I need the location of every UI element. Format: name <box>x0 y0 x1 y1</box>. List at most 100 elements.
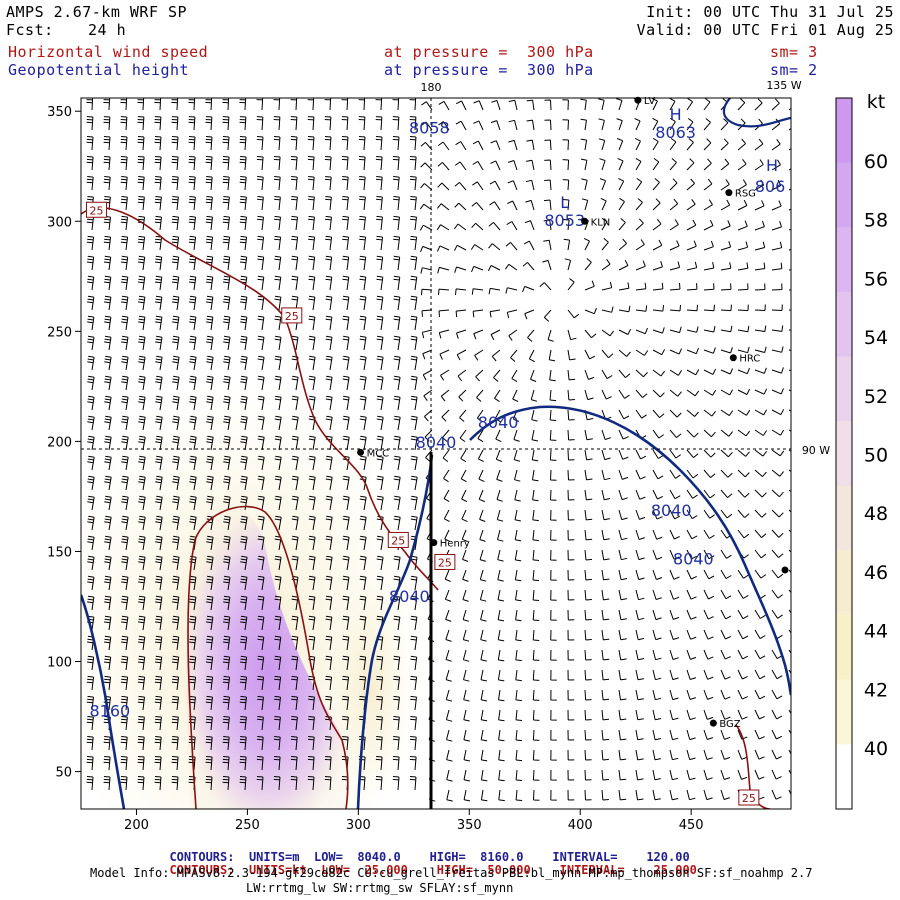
colorbar-segment <box>836 98 852 164</box>
wind-barb <box>584 529 593 541</box>
wind-barb <box>342 255 350 271</box>
wind-barb <box>172 535 180 551</box>
wind-barb <box>618 489 628 501</box>
wind-barb <box>686 219 697 231</box>
wind-barb <box>634 118 641 131</box>
wind-barb <box>103 695 111 711</box>
wind-barb <box>463 769 470 782</box>
wind-barb <box>737 241 749 251</box>
wind-barb <box>222 655 231 671</box>
wind-barb <box>669 789 679 801</box>
wind-barb <box>188 215 196 231</box>
wind-barb <box>703 98 711 111</box>
wind-barb <box>120 176 128 191</box>
wind-barb <box>532 609 540 621</box>
wind-barb <box>771 509 784 518</box>
wind-barb <box>86 255 95 271</box>
wind-barb <box>240 615 248 631</box>
wind-barb <box>274 335 282 351</box>
wind-barb <box>324 176 332 191</box>
wind-barb <box>508 139 518 151</box>
footer-contours-line1: CONTOURS: UNITS=m LOW= 8040.0 HIGH= 8160… <box>155 838 689 864</box>
wind-barb <box>652 769 661 781</box>
wind-barb <box>598 118 605 131</box>
wind-barb <box>513 429 520 442</box>
wind-barb <box>410 615 418 631</box>
wind-barb <box>754 159 764 171</box>
wind-barb <box>410 635 418 651</box>
wind-barb <box>720 489 733 498</box>
wind-barb <box>771 669 783 680</box>
wind-barb <box>514 549 522 562</box>
wind-barb <box>240 535 248 551</box>
wind-barb <box>155 275 163 291</box>
wind-barb <box>325 315 333 331</box>
wind-barb <box>325 355 333 371</box>
wind-barb <box>155 515 163 531</box>
wind-barb <box>421 288 433 296</box>
wind-barb <box>358 98 366 111</box>
footer-l2-high: HIGH= 50.000 <box>436 863 531 877</box>
wind-barb <box>104 355 112 371</box>
wind-barb <box>393 675 401 691</box>
wind-barb <box>550 709 557 721</box>
wind-barb <box>788 549 791 553</box>
wind-barb <box>788 148 791 151</box>
wind-barb <box>754 469 767 477</box>
wind-barb <box>87 335 95 351</box>
wind-barb <box>393 555 401 571</box>
wind-barb <box>291 415 299 431</box>
wind-barb <box>598 98 605 111</box>
wind-barb <box>480 769 488 782</box>
wind-barb <box>601 729 610 741</box>
wind-barb <box>188 716 196 731</box>
wind-barb <box>172 455 180 471</box>
wind-barb <box>342 335 350 351</box>
wind-barb <box>188 196 196 211</box>
wind-barb <box>669 178 678 191</box>
wind-barb <box>205 716 213 731</box>
wind-barb <box>771 325 784 332</box>
wind-barb <box>274 215 281 231</box>
wind-barb <box>473 100 484 111</box>
wind-barb <box>635 689 644 701</box>
wind-barb <box>475 369 484 382</box>
wind-barb <box>771 221 782 231</box>
station-label: RSG <box>735 189 756 200</box>
wind-barb <box>511 369 518 383</box>
wind-barb <box>273 736 281 751</box>
wind-barb <box>171 136 179 151</box>
valid-time: Valid: 00 UTC Fri 01 Aug 25 <box>636 21 894 39</box>
colorbar-segment <box>836 550 852 616</box>
wind-barb <box>87 435 95 451</box>
wind-barb <box>618 789 627 801</box>
wind-barb <box>222 136 230 151</box>
wind-barb <box>223 435 231 451</box>
wind-barb <box>308 455 316 471</box>
speed-contour-label: 25 <box>90 204 104 217</box>
wind-barb <box>532 509 539 522</box>
wind-barb <box>754 283 766 291</box>
wind-barb <box>669 709 679 721</box>
wind-barb <box>87 595 95 611</box>
wind-barb <box>188 255 197 271</box>
wind-barb <box>514 509 521 522</box>
wind-barb <box>392 156 400 171</box>
wind-barb <box>274 475 282 491</box>
wind-barb <box>121 515 129 531</box>
wind-barb <box>567 589 575 601</box>
wind-barb <box>444 569 451 582</box>
wind-barb <box>86 98 94 111</box>
wind-barb <box>618 749 627 761</box>
wind-barb <box>342 315 350 331</box>
wind-barb <box>771 709 783 720</box>
wind-barb <box>635 569 645 581</box>
wind-barb <box>308 615 316 631</box>
wind-barb <box>436 245 450 252</box>
wind-barb <box>455 288 467 295</box>
wind-barb <box>172 475 180 491</box>
wind-barb <box>120 196 128 211</box>
wind-barb <box>359 235 367 251</box>
wind-barb <box>618 689 627 701</box>
wind-barb <box>189 355 197 371</box>
